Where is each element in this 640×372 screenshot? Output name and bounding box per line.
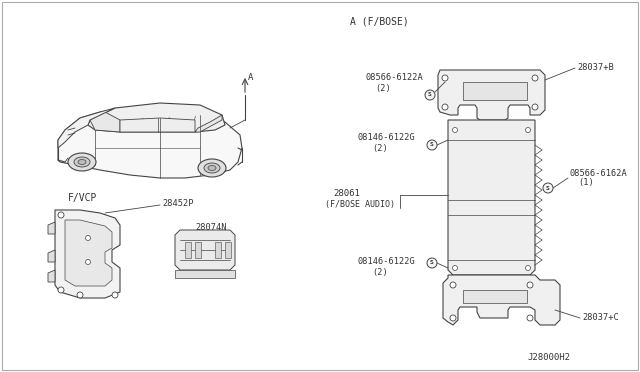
- Circle shape: [58, 212, 64, 218]
- Polygon shape: [175, 270, 235, 278]
- Circle shape: [427, 140, 437, 150]
- Text: 08146-6122G: 08146-6122G: [358, 257, 416, 266]
- Circle shape: [425, 90, 435, 100]
- Polygon shape: [88, 103, 225, 132]
- Ellipse shape: [204, 163, 220, 173]
- Polygon shape: [58, 108, 242, 178]
- Polygon shape: [215, 242, 221, 258]
- Circle shape: [86, 260, 90, 264]
- Ellipse shape: [68, 153, 96, 171]
- Circle shape: [86, 235, 90, 241]
- Polygon shape: [65, 220, 112, 286]
- Text: 08146-6122G: 08146-6122G: [358, 134, 416, 142]
- Text: S: S: [430, 260, 434, 266]
- Text: J28000H2: J28000H2: [527, 353, 570, 362]
- Text: (2): (2): [372, 267, 388, 276]
- Polygon shape: [195, 115, 222, 132]
- Text: S: S: [546, 186, 550, 190]
- Circle shape: [532, 104, 538, 110]
- Circle shape: [77, 292, 83, 298]
- Circle shape: [450, 315, 456, 321]
- Text: (2): (2): [375, 83, 391, 93]
- Polygon shape: [90, 112, 120, 132]
- Circle shape: [452, 128, 458, 132]
- Text: (F/BOSE AUDIO): (F/BOSE AUDIO): [325, 199, 395, 208]
- Polygon shape: [120, 118, 195, 132]
- Ellipse shape: [198, 159, 226, 177]
- Polygon shape: [448, 120, 535, 275]
- Text: 28061: 28061: [333, 189, 360, 199]
- Circle shape: [525, 266, 531, 270]
- Polygon shape: [225, 242, 231, 258]
- Text: (2): (2): [372, 144, 388, 154]
- Polygon shape: [438, 70, 545, 120]
- Text: A (F/BOSE): A (F/BOSE): [350, 17, 409, 27]
- Circle shape: [543, 183, 553, 193]
- Circle shape: [442, 104, 448, 110]
- Polygon shape: [463, 290, 527, 303]
- Text: A: A: [248, 73, 253, 82]
- Polygon shape: [58, 108, 115, 148]
- Text: F/VCP: F/VCP: [68, 193, 97, 203]
- Circle shape: [452, 266, 458, 270]
- Polygon shape: [55, 210, 120, 298]
- Circle shape: [450, 282, 456, 288]
- Polygon shape: [463, 82, 527, 100]
- Text: 28074N: 28074N: [195, 224, 227, 232]
- Polygon shape: [443, 275, 560, 325]
- Text: S: S: [430, 142, 434, 148]
- Polygon shape: [48, 250, 55, 262]
- Ellipse shape: [74, 157, 90, 167]
- Text: 28452P: 28452P: [162, 199, 193, 208]
- Circle shape: [112, 292, 118, 298]
- Polygon shape: [48, 270, 55, 282]
- Circle shape: [58, 287, 64, 293]
- Polygon shape: [48, 222, 55, 234]
- Circle shape: [442, 75, 448, 81]
- Circle shape: [527, 282, 533, 288]
- Text: 08566-6122A: 08566-6122A: [366, 74, 424, 83]
- Text: 28037+B: 28037+B: [577, 62, 614, 71]
- Text: (1): (1): [578, 179, 594, 187]
- Circle shape: [532, 75, 538, 81]
- Text: S: S: [428, 93, 432, 97]
- Polygon shape: [195, 242, 201, 258]
- Text: 28037+C: 28037+C: [582, 314, 619, 323]
- Circle shape: [527, 315, 533, 321]
- Polygon shape: [175, 230, 235, 270]
- Circle shape: [427, 258, 437, 268]
- Ellipse shape: [208, 166, 216, 170]
- Circle shape: [525, 128, 531, 132]
- Ellipse shape: [78, 160, 86, 164]
- Polygon shape: [185, 242, 191, 258]
- Text: 08566-6162A: 08566-6162A: [570, 169, 628, 177]
